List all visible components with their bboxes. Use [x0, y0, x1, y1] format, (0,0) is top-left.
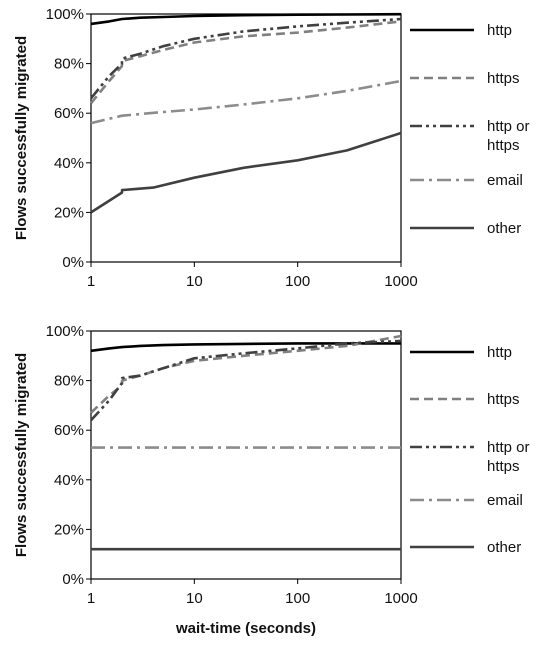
series-line-http-or-https — [89, 17, 402, 100]
plot-area — [90, 13, 402, 263]
x-tick-label: 10 — [186, 273, 203, 290]
y-tick-label: 40% — [54, 155, 84, 172]
x-tick-label: 10 — [186, 590, 203, 607]
x-tick-label: 1000 — [384, 273, 417, 290]
legend-label: email — [487, 492, 523, 509]
y-tick-label: 40% — [54, 472, 84, 489]
legend-label: https — [487, 70, 520, 87]
y-tick-label: 0% — [62, 571, 84, 588]
y-tick-label: 20% — [54, 204, 84, 221]
legend-label: http or https — [487, 118, 530, 154]
x-tick-label: 1 — [87, 273, 95, 290]
series-line-other — [90, 131, 402, 214]
y-tick-label: 80% — [54, 56, 84, 73]
legend-label: http or https — [487, 439, 530, 475]
legend-label: email — [487, 172, 523, 189]
y-tick-label: 60% — [54, 422, 84, 439]
x-tick-label: 1000 — [384, 590, 417, 607]
x-axis-title: wait-time (seconds) — [175, 620, 316, 637]
x-tick-label: 100 — [285, 273, 310, 290]
y-axis-title: Flows successfully migrated — [13, 353, 30, 557]
series-line-http-or-https — [90, 339, 402, 422]
y-tick-label: 60% — [54, 105, 84, 122]
legend-label: http — [487, 22, 512, 39]
x-tick-label: 1 — [87, 590, 95, 607]
y-tick-label: 100% — [46, 323, 84, 340]
legend-label: http — [487, 344, 512, 361]
legend-label: other — [487, 539, 521, 556]
y-tick-label: 100% — [46, 6, 84, 23]
legend-label: other — [487, 220, 521, 237]
series-line-email — [90, 79, 402, 125]
plot-area — [90, 330, 402, 580]
x-tick-label: 100 — [285, 590, 310, 607]
y-axis-title: Flows successfully migrated — [13, 36, 30, 240]
series-line-https — [89, 20, 402, 105]
y-tick-label: 80% — [54, 373, 84, 390]
chart-2: 0% 20% 40% 60% 80% 100% 1 10 100 1000 Flows succes… — [13, 323, 530, 637]
y-tick-label: 0% — [62, 254, 84, 271]
series-line-http — [90, 342, 401, 353]
legend-label: https — [487, 391, 520, 408]
y-tick-label: 20% — [54, 521, 84, 538]
series-line-https — [90, 334, 402, 414]
chart-1: 0% 20% 40% 60% 80% 100% 1 10 100 1000 Flows succes… — [13, 6, 530, 290]
series-line-http — [90, 12, 402, 26]
